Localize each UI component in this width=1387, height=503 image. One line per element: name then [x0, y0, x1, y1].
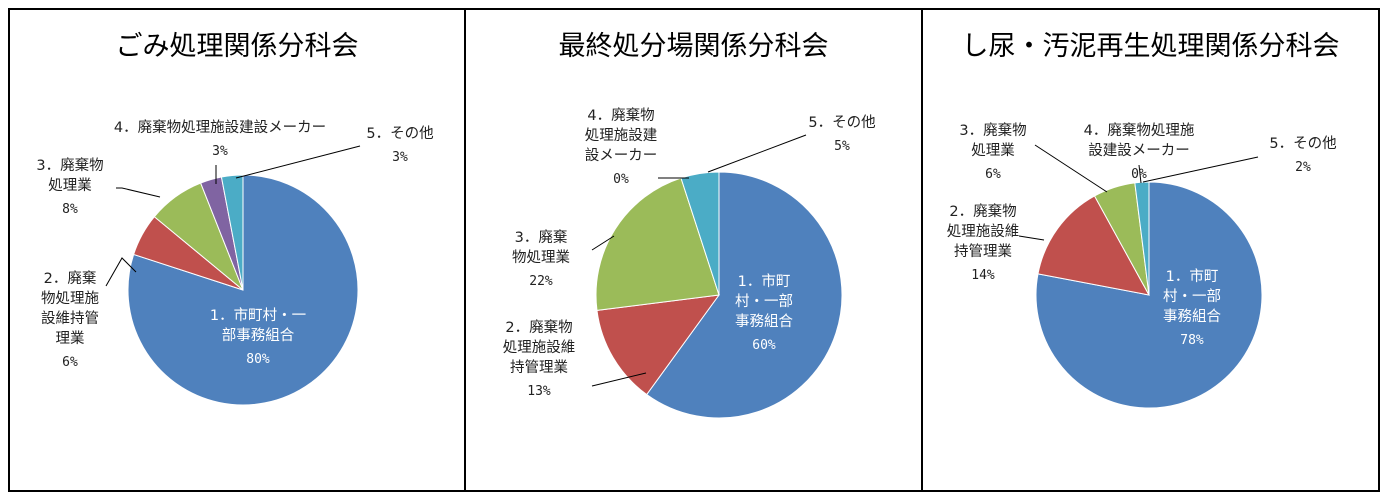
- slice-percent: 78%: [1180, 333, 1204, 348]
- slice-label-1: 1．市町村・一部事務組合 78%: [1163, 268, 1221, 348]
- slice-percent: 80%: [246, 352, 270, 367]
- slice-percent: 2%: [1295, 160, 1311, 175]
- leader-line-3: [1034, 144, 1108, 193]
- leader-line-2: [105, 257, 137, 287]
- slice-percent: 13%: [527, 384, 551, 399]
- slice-label-line: 4．廃棄物: [587, 106, 654, 124]
- slice-label-line: 持管理業: [954, 243, 1012, 260]
- slice-label-line: 4．廃棄物処理施: [1084, 121, 1195, 139]
- slice-label-line: 持管理業: [510, 359, 568, 376]
- slice-percent: 14%: [971, 268, 995, 283]
- pie-slice-2: [596, 294, 721, 396]
- pie-slice-5: [1134, 181, 1150, 296]
- slice-percent: 5%: [834, 139, 850, 154]
- pie-slice-1: [127, 174, 359, 406]
- slice-label-4: 4．廃棄物処理施設建設メーカー 0%: [1084, 121, 1195, 182]
- pie-slice-5: [220, 174, 244, 291]
- chart-panel-landfill: 最終処分場関係分科会 1．市町村・一部事務組合 60% 2．廃棄物処理施設維持管理業…: [464, 8, 923, 492]
- slice-label-4: 4．廃棄物処理施設建設メーカー 3%: [114, 118, 326, 159]
- slice-label-line: 理業: [56, 330, 85, 347]
- slice-label-line: 4．廃棄物処理施設建設メーカー: [114, 118, 326, 136]
- slice-label-line: 1．市町: [738, 273, 791, 290]
- slice-label-line: 処理業: [48, 177, 92, 194]
- slice-label-line: 村・一部: [1163, 288, 1221, 305]
- slice-label-line: 設建設メーカー: [1088, 142, 1190, 159]
- slice-percent: 6%: [62, 355, 78, 370]
- slice-label-line: 事務組合: [735, 313, 793, 330]
- slice-label-5: 5．その他 2%: [1269, 135, 1336, 175]
- slice-percent: 0%: [613, 172, 629, 187]
- leader-line-5: [235, 145, 361, 179]
- leader-line-5: [1142, 156, 1259, 183]
- slice-label-3: 3．廃棄物処理業 22%: [512, 228, 570, 289]
- slice-label-line: 設維持管: [41, 310, 99, 327]
- slice-label-line: 2．廃棄物: [949, 202, 1016, 220]
- slice-percent: 0%: [1131, 167, 1147, 182]
- slice-label-line: 1．市町村・一: [210, 307, 306, 324]
- slice-label-line: 3．廃棄: [515, 228, 568, 246]
- slice-label-line: 事務組合: [1163, 308, 1221, 325]
- slice-label-line: 処理施設維: [503, 339, 576, 356]
- slice-label-line: 物処理業: [512, 249, 570, 266]
- slice-label-line: 処理施設維: [947, 223, 1020, 240]
- slice-label-5: 5．その他 3%: [366, 125, 433, 165]
- slice-label-line: 村・一部: [735, 293, 793, 310]
- slice-label-3: 3．廃棄物処理業 6%: [959, 121, 1026, 182]
- slice-label-line: 物処理施: [41, 290, 99, 307]
- slice-label-line: 部事務組合: [222, 327, 295, 344]
- slice-percent: 3%: [212, 144, 228, 159]
- pie-slice-2: [1037, 195, 1150, 296]
- pie-chart-garbage: 1．市町村・一部事務組合 80% 2．廃棄物処理施設維持管理業 6% 3．廃棄物処理業 8…: [36, 118, 434, 406]
- chart-panel-garbage: ごみ処理関係分科会 1．市町村・一部事務組合 80% 2．廃棄物処理施設維持管理業 6…: [8, 8, 466, 492]
- pie-slice-1: [646, 171, 843, 419]
- slice-label-line: 1．市町: [1166, 268, 1219, 285]
- leader-line-2: [1018, 235, 1045, 241]
- pie-chart-night-soil: 1．市町村・一部事務組合 78% 2．廃棄物処理施設維持管理業 14% 3．廃棄物処理業…: [947, 121, 1337, 409]
- slice-label-line: 2．廃棄: [44, 269, 97, 287]
- slice-label-1: 1．市町村・一部事務組合 80%: [210, 307, 306, 367]
- chart-panel-night-soil: し尿・汚泥再生処理関係分科会 1．市町村・一部事務組合 78% 2．廃棄物処理施設維…: [921, 8, 1380, 492]
- leader-line-3: [591, 235, 615, 251]
- slice-percent: 60%: [752, 338, 776, 353]
- slice-percent: 8%: [62, 202, 78, 217]
- slice-label-line: 5．その他: [1269, 135, 1336, 152]
- slice-label-3: 3．廃棄物処理業 8%: [36, 156, 103, 217]
- slice-label-1: 1．市町村・一部事務組合 60%: [735, 273, 793, 353]
- slice-label-line: 処理業: [971, 142, 1015, 159]
- leader-line-2: [591, 372, 647, 387]
- leader-line-5: [707, 134, 807, 173]
- slice-label-line: 5．その他: [366, 125, 433, 142]
- slice-label-line: 2．廃棄物: [505, 318, 572, 336]
- slice-label-2: 2．廃棄物処理施設維持管理業 6%: [41, 269, 99, 370]
- slice-label-4: 4．廃棄物処理施設建設メーカー 0%: [585, 106, 658, 187]
- slice-label-line: 設メーカー: [585, 147, 658, 164]
- slice-percent: 6%: [985, 167, 1001, 182]
- slice-label-line: 処理施設建: [585, 127, 658, 144]
- slice-label-line: 5．その他: [808, 114, 875, 131]
- leader-line-4: [1138, 164, 1142, 184]
- slice-label-2: 2．廃棄物処理施設維持管理業 13%: [503, 318, 576, 399]
- chart-title: し尿・汚泥再生処理関係分科会: [961, 31, 1340, 62]
- leader-line-3: [116, 187, 161, 198]
- chart-title: ごみ処理関係分科会: [115, 31, 359, 62]
- slice-label-line: 3．廃棄物: [959, 121, 1026, 139]
- slice-percent: 22%: [529, 274, 553, 289]
- slice-label-line: 3．廃棄物: [36, 156, 103, 174]
- pie-slice-3: [595, 177, 720, 311]
- slice-label-5: 5．その他 5%: [808, 114, 875, 154]
- pie-chart-landfill: 1．市町村・一部事務組合 60% 2．廃棄物処理施設維持管理業 13% 3．廃棄物処理業…: [503, 106, 876, 419]
- slice-percent: 3%: [392, 150, 408, 165]
- chart-title: 最終処分場関係分科会: [558, 31, 829, 62]
- slice-label-2: 2．廃棄物処理施設維持管理業 14%: [947, 202, 1020, 283]
